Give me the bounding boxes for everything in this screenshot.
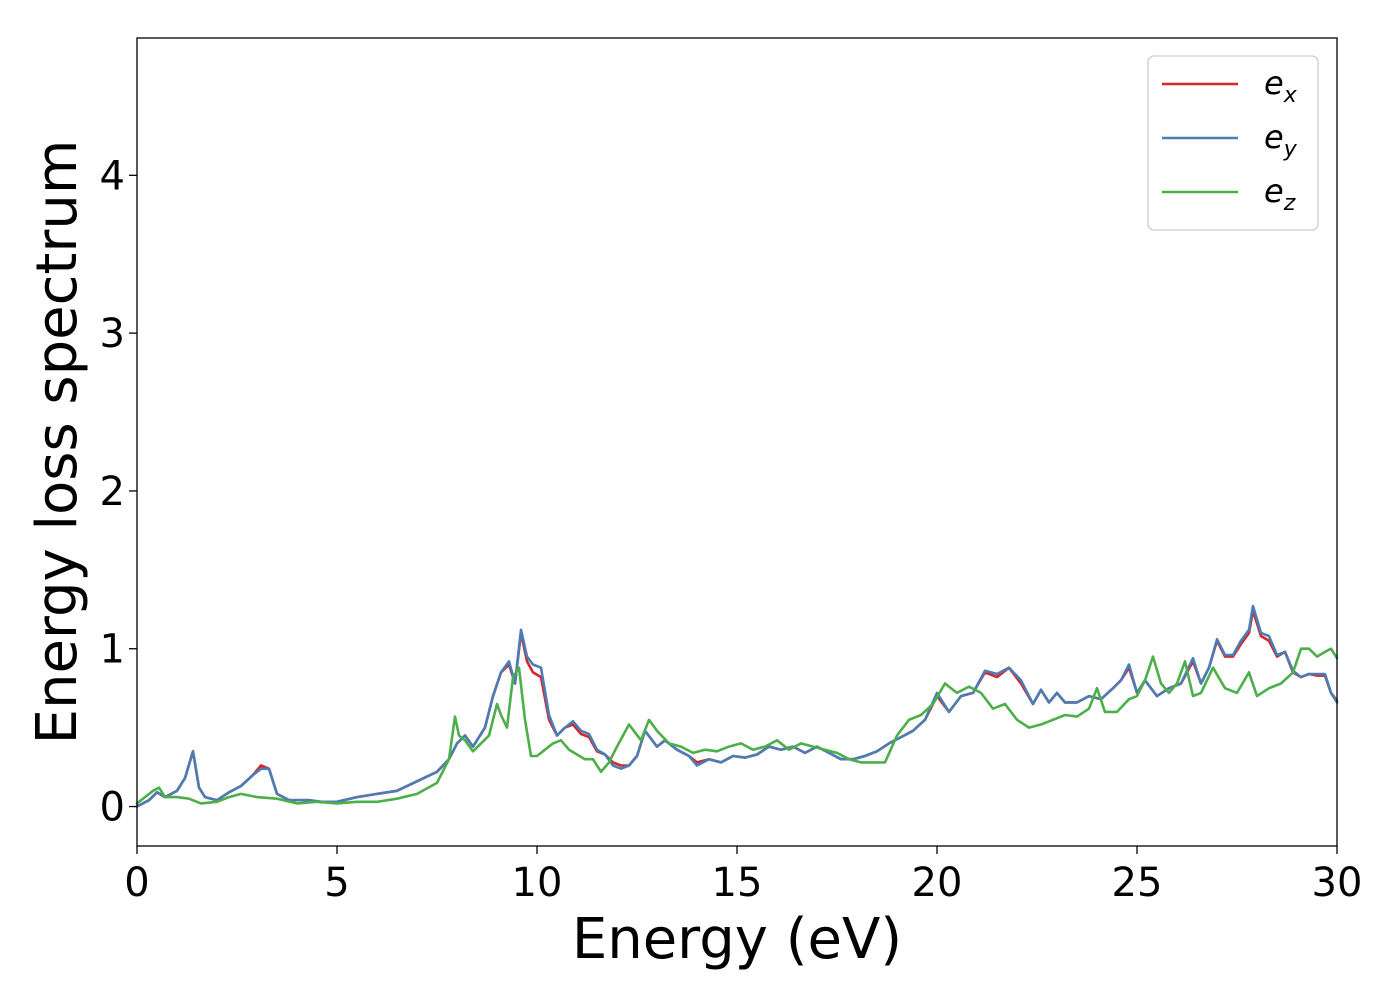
legend-label-z: ez — [1264, 172, 1296, 216]
y-tick-label: 4 — [100, 153, 125, 199]
plot-background — [137, 38, 1337, 846]
x-tick-label: 10 — [512, 860, 563, 906]
y-axis: 0 1 2 3 4 — [100, 153, 137, 831]
x-tick-label: 30 — [1312, 860, 1363, 906]
x-tick-label: 5 — [324, 860, 349, 906]
legend: ex ey ez — [1147, 55, 1319, 231]
x-tick-label: 20 — [912, 860, 963, 906]
x-tick-label: 15 — [712, 860, 763, 906]
x-axis: 0 5 10 15 20 25 30 — [124, 846, 1362, 906]
legend-label-x: ex — [1264, 64, 1298, 108]
x-tick-label: 0 — [124, 860, 149, 906]
y-tick-label: 0 — [100, 785, 125, 831]
y-tick-label: 1 — [100, 627, 125, 673]
y-axis-label: Energy loss spectrum — [25, 140, 90, 745]
series-layer — [135, 604, 1339, 808]
series-line-z — [135, 647, 1339, 805]
x-tick-label: 25 — [1112, 860, 1163, 906]
y-tick-label: 3 — [100, 311, 125, 357]
legend-label-y: ey — [1264, 118, 1298, 162]
legend-frame — [1147, 55, 1319, 231]
x-axis-label: Energy (eV) — [572, 907, 902, 972]
series-line-y — [135, 604, 1339, 808]
y-tick-label: 2 — [100, 469, 125, 515]
